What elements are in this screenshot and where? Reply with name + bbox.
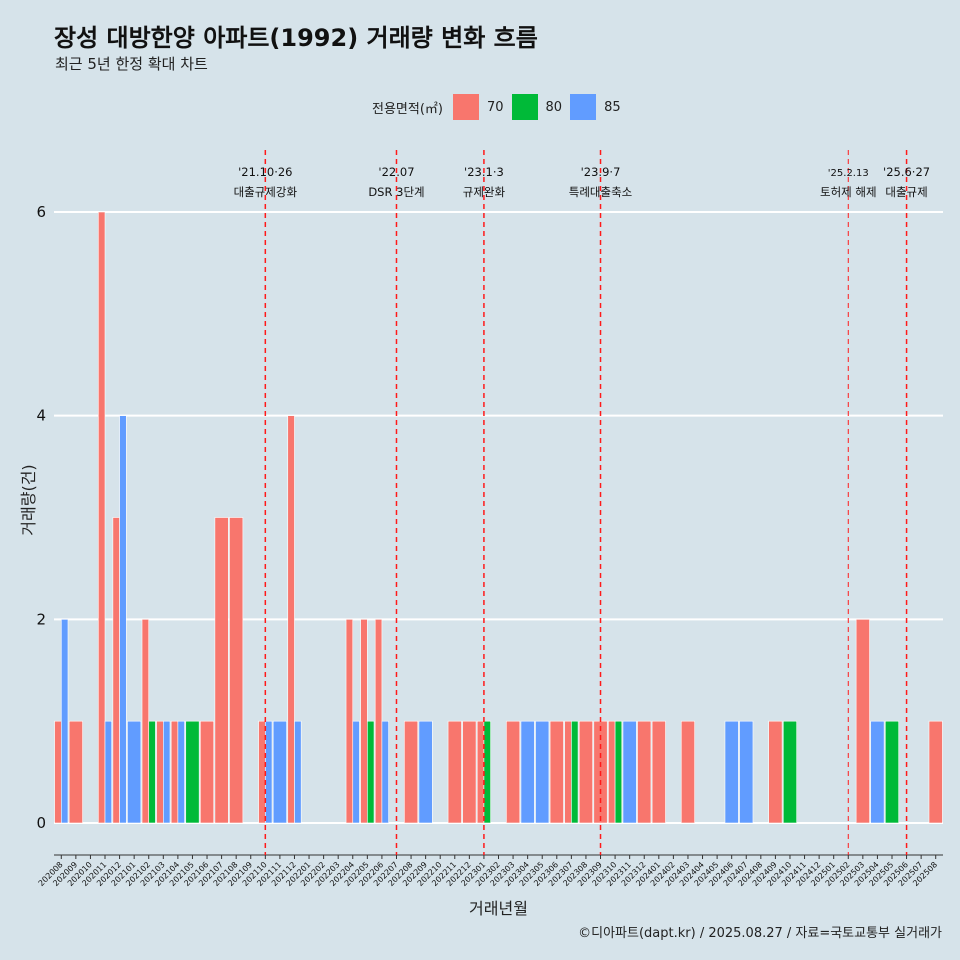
bar-85-202011	[104, 720, 113, 824]
bar-80-202307	[571, 720, 579, 824]
bar-85-202104	[177, 720, 185, 824]
bar-70-202110	[258, 720, 266, 824]
bar-70-202205	[360, 619, 368, 824]
legend-item-85: 85	[570, 94, 621, 120]
bar-70-202503	[855, 619, 870, 824]
event-label-202309: 특례대출축소	[569, 185, 632, 199]
y-tick-label: 4	[36, 407, 46, 425]
legend-label-80: 80	[545, 99, 563, 115]
chart-subtitle: 최근 5년 한정 확대 차트	[55, 55, 208, 73]
bar-70-202108	[229, 517, 244, 824]
legend-swatch-85	[570, 94, 597, 120]
legend-item-80: 80	[511, 94, 563, 120]
bar-70-202306	[549, 720, 564, 824]
bar-85-202304	[520, 720, 535, 824]
bar-70-202401	[651, 720, 666, 824]
bar-85-202504	[870, 720, 885, 824]
bar-85-202111	[272, 720, 287, 824]
bar-85-202012	[119, 415, 127, 824]
event-label-202110: 대출규제강화	[234, 185, 298, 199]
x-axis-title: 거래년월	[469, 899, 528, 918]
bar-85-202204	[352, 720, 360, 824]
bar-70-202107	[214, 517, 229, 824]
bar-70-202508	[928, 720, 943, 824]
event-date-202110: '21.10·26	[238, 165, 292, 179]
bar-70-202008	[54, 720, 62, 824]
bar-70-202308	[578, 720, 593, 824]
event-label-202502: 토허제 해제	[820, 185, 877, 199]
bar-85-202209	[418, 720, 433, 824]
bar-70-202012	[112, 517, 120, 824]
bar-70-202106	[200, 720, 215, 824]
legend-item-70: 70	[452, 94, 504, 120]
bar-70-202403	[680, 720, 695, 824]
bar-70-202310	[608, 720, 616, 824]
bar-80-202310	[614, 720, 623, 824]
bar-80-202102	[148, 720, 156, 824]
event-date-202309: '23.9·7	[581, 165, 621, 179]
event-date-202502: '25.2.13	[828, 168, 869, 179]
source-caption: ©디아파트(dapt.kr) / 2025.08.27 / 자료=국토교통부 실…	[578, 926, 942, 941]
bar-70-202301	[476, 720, 485, 824]
y-tick-label: 2	[36, 610, 46, 628]
legend-swatch-70	[452, 94, 479, 120]
y-axis-title: 거래량(건)	[19, 464, 38, 535]
bar-85-202110	[265, 720, 273, 824]
bar-70-202009	[68, 720, 83, 824]
legend-swatch-80	[511, 94, 538, 120]
event-label-202207: DSR 3단계	[368, 185, 424, 199]
bar-85-202305	[535, 720, 550, 824]
y-tick-label: 6	[36, 203, 46, 221]
legend-title: 전용면적(㎡)	[372, 101, 443, 117]
bar-70-202102	[141, 619, 150, 824]
bar-70-202204	[345, 619, 354, 824]
bar-70-202212	[462, 720, 477, 824]
bar-70-202011	[98, 211, 106, 824]
legend: 전용면적(㎡) 70 80 85	[372, 92, 629, 122]
chart-title: 장성 대방한양 아파트(1992) 거래량 변화 흐름	[54, 24, 538, 52]
event-date-202207: '22.07	[378, 165, 414, 179]
legend-label-85: 85	[604, 99, 621, 115]
bar-85-202101	[127, 720, 142, 824]
y-tick-label: 0	[36, 814, 46, 832]
bar-70-202409	[768, 720, 783, 824]
bar-70-202211	[447, 720, 462, 824]
bar-80-202105	[185, 720, 200, 824]
legend-label-70: 70	[486, 99, 504, 115]
bar-70-202104	[170, 720, 179, 824]
bar-80-202301	[483, 720, 491, 824]
event-label-202506: 대출규제	[885, 185, 927, 199]
bar-70-202206	[374, 619, 383, 824]
bar-70-202103	[156, 720, 164, 824]
bar-85-202407	[739, 720, 754, 824]
event-date-202506: '25.6·27	[883, 165, 930, 179]
bar-70-202303	[506, 720, 521, 824]
bar-85-202112	[294, 720, 302, 824]
bar-85-202406	[724, 720, 739, 824]
bar-85-202103	[163, 720, 171, 824]
event-label-202301: 규제완화	[463, 185, 506, 199]
bar-80-202505	[884, 720, 899, 824]
bar-85-202206	[381, 720, 389, 824]
bar-70-202208	[404, 720, 419, 824]
bar-80-202410	[782, 720, 797, 824]
bar-80-202205	[367, 720, 375, 824]
event-date-202301: '23.1·3	[464, 165, 504, 179]
bar-70-202307	[564, 720, 572, 824]
bar-85-202008	[60, 619, 69, 824]
bar-70-202312	[637, 720, 652, 824]
bar-85-202311	[622, 720, 637, 824]
bar-70-202112	[287, 415, 295, 824]
